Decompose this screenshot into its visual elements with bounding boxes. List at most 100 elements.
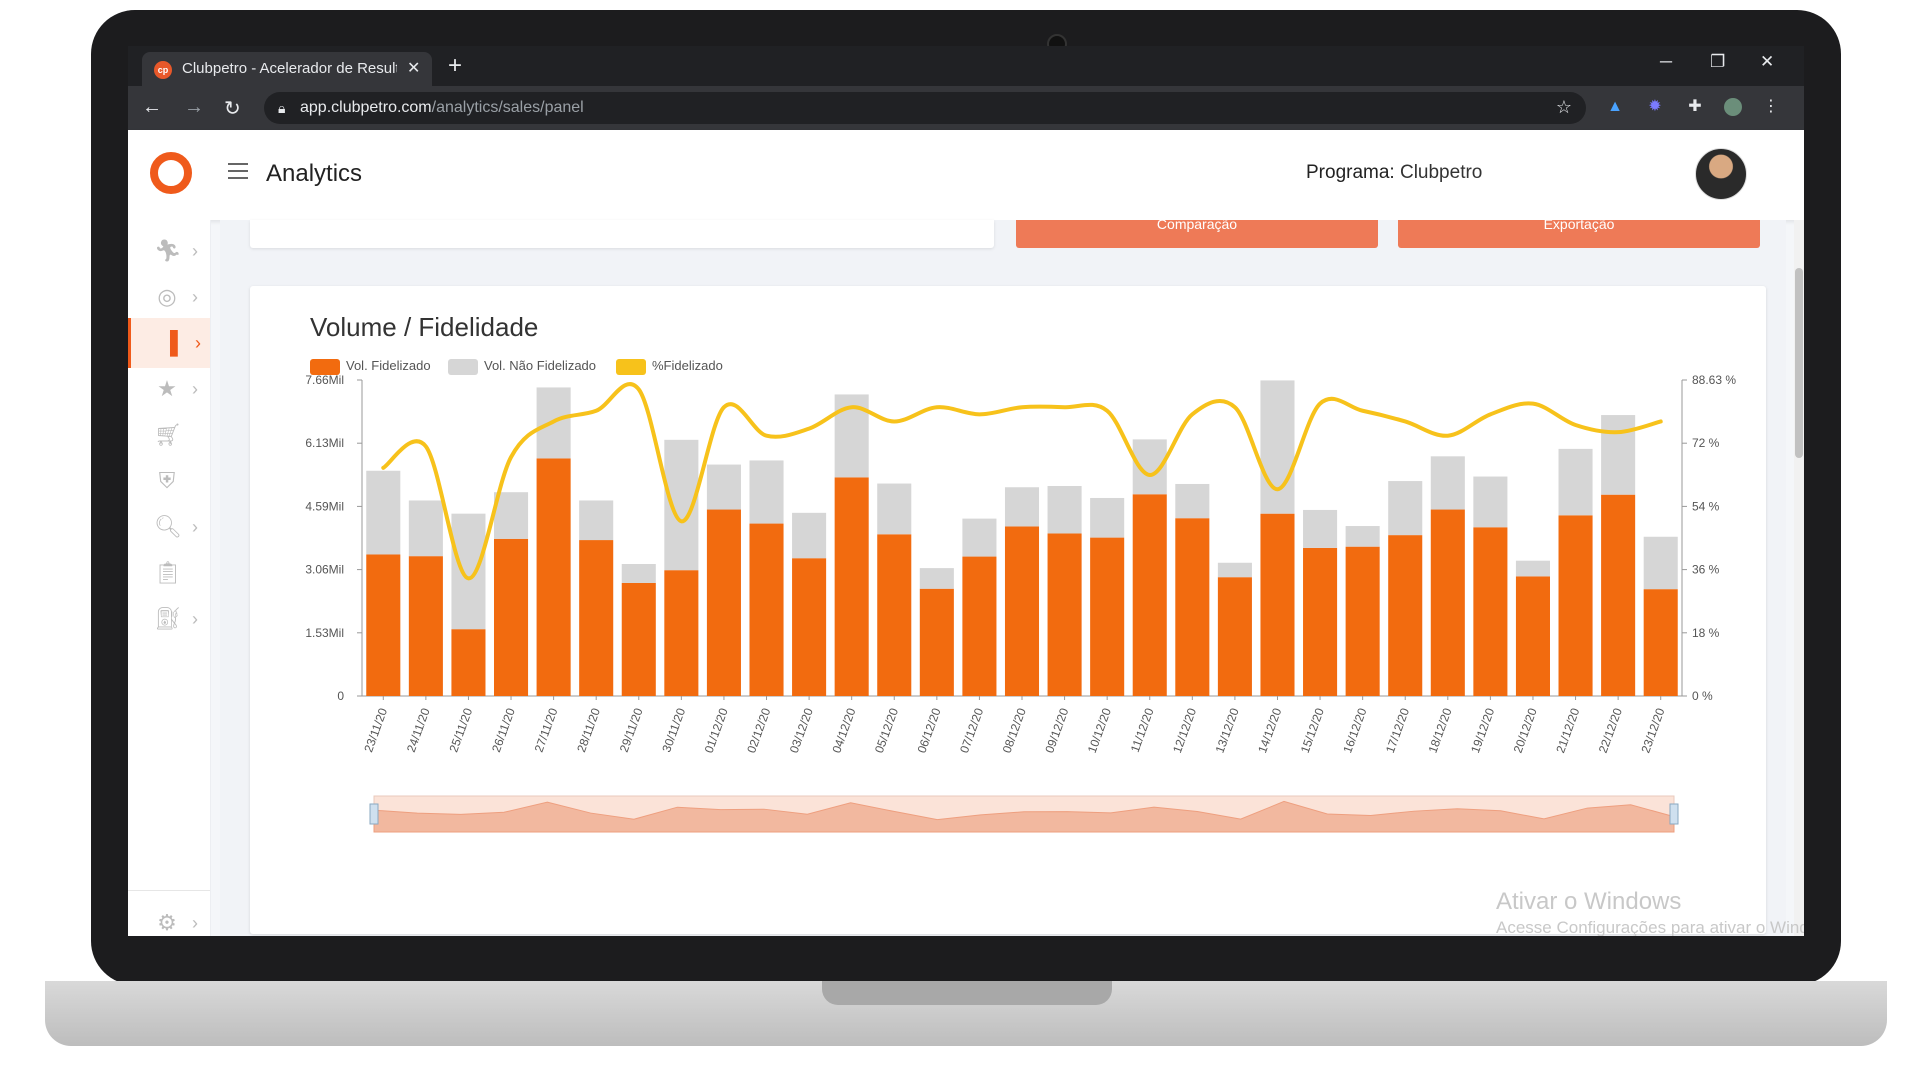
page-title: Analytics [266, 160, 363, 187]
cart-add-icon: 🛒︎ [154, 422, 182, 447]
bookmark-star-icon[interactable]: ☆ [1555, 97, 1572, 117]
x-tick-label: 15/12/20 [1298, 706, 1327, 755]
clubpetro-logo[interactable] [150, 152, 192, 194]
sidebar: 🏃︎ › ◎ › ▐ › ★ › 🛒︎ ⛨ 🔍︎ › 📋︎ ⛽︎ › ⚙ › [128, 220, 211, 936]
sidebar-item-engagement[interactable]: 🏃︎ › [128, 226, 210, 276]
legend-item-percent[interactable]: %Fidelizado [616, 358, 723, 375]
sidebar-item-loyalty[interactable]: ★ › [128, 364, 210, 414]
compare-button[interactable]: Comparação [1016, 220, 1378, 248]
extension-gear-icon[interactable]: ✹ [1648, 98, 1662, 115]
zoom-slider-preview [373, 800, 1675, 833]
x-tick-label: 08/12/20 [1000, 706, 1029, 755]
x-tick-label: 21/12/20 [1553, 706, 1582, 755]
legend-label: Vol. Não Fidelizado [484, 358, 597, 373]
close-window-icon[interactable]: ✕ [1760, 52, 1775, 71]
filter-card [250, 220, 994, 248]
close-tab-icon[interactable]: ✕ [407, 60, 421, 77]
bar-fidelizado [919, 588, 954, 696]
screen: cp Clubpetro - Acelerador de Result ✕ + … [128, 46, 1804, 936]
y-left-tick-label: 6.13Mil [305, 436, 344, 450]
chevron-right-icon: › [192, 241, 198, 261]
sidebar-item-reports[interactable]: 📋︎ [128, 548, 210, 598]
legend-label: Vol. Fidelizado [346, 358, 431, 373]
browser-tab[interactable]: cp Clubpetro - Acelerador de Result ✕ [142, 52, 432, 86]
sidebar-item-shop[interactable]: 🛒︎ [128, 410, 210, 460]
x-tick-label: 17/12/20 [1383, 706, 1412, 755]
minimize-icon[interactable]: ─ [1660, 52, 1673, 71]
extension-arrow-icon[interactable]: ▲ [1607, 98, 1623, 115]
restore-icon[interactable]: ❐ [1710, 52, 1726, 71]
zoom-handle-right[interactable] [1669, 803, 1679, 825]
bar-nao-fidelizado [1515, 560, 1550, 577]
x-tick-label: 06/12/20 [915, 706, 944, 755]
y-right-tick-label: 88.63 % [1692, 373, 1736, 387]
bar-nao-fidelizado [1217, 562, 1252, 578]
x-tick-label: 07/12/20 [957, 706, 986, 755]
chart-title: Volume / Fidelidade [310, 312, 539, 342]
sidebar-item-analytics[interactable]: ▐ › [128, 318, 210, 368]
bar-nao-fidelizado [451, 513, 486, 630]
chevron-right-icon: › [192, 287, 198, 307]
bar-nao-fidelizado [792, 512, 827, 559]
bar-fidelizado [1004, 526, 1040, 696]
sidebar-item-search[interactable]: 🔍︎ › [128, 502, 210, 552]
search-document-icon: 🔍︎ [154, 514, 182, 539]
x-tick-label: 22/12/20 [1596, 706, 1625, 755]
address-bar: ← → ↻ 🔒︎ app.clubpetro.com/analytics/sal… [128, 86, 1804, 130]
x-tick-label: 26/11/20 [489, 706, 518, 754]
url-text: app.clubpetro.com/analytics/sales/panel [300, 99, 584, 116]
y-right-tick-label: 54 % [1692, 499, 1720, 513]
sidebar-item-security[interactable]: ⛨ [128, 456, 210, 506]
bar-fidelizado [451, 629, 486, 696]
person-running-icon: 🏃︎ [154, 238, 182, 263]
bar-nao-fidelizado [1303, 509, 1338, 548]
y-right-tick-label: 0 % [1692, 689, 1713, 703]
bar-fidelizado [1303, 547, 1338, 696]
sidebar-item-settings[interactable]: ⚙ › [128, 898, 210, 936]
new-tab-icon[interactable]: + [448, 52, 463, 79]
x-tick-label: 05/12/20 [872, 706, 901, 755]
bar-fidelizado [621, 582, 656, 696]
chevron-right-icon: › [192, 379, 198, 399]
zoom-handle-left[interactable] [369, 803, 379, 825]
sidebar-item-fuel[interactable]: ⛽︎ › [128, 594, 210, 644]
bar-chart-icon: ▐ [162, 330, 178, 355]
y-left-tick-label: 0 [337, 689, 344, 703]
bar-nao-fidelizado [494, 492, 529, 539]
bar-nao-fidelizado [408, 500, 443, 557]
scrollbar-track[interactable] [1794, 220, 1804, 936]
bar-nao-fidelizado [1430, 456, 1465, 510]
bar-nao-fidelizado [1473, 476, 1508, 528]
extensions-puzzle-icon[interactable]: ✚ [1688, 98, 1702, 115]
y-right-tick-label: 36 % [1692, 563, 1720, 577]
profile-avatar-icon[interactable] [1724, 98, 1742, 116]
lock-icon: 🔒︎ [278, 100, 286, 116]
bar-nao-fidelizado [366, 470, 401, 555]
sidebar-item-campaigns[interactable]: ◎ › [128, 272, 210, 322]
forward-icon[interactable]: → [184, 96, 204, 118]
fuel-pump-icon: ⛽︎ [154, 606, 182, 631]
bar-nao-fidelizado [962, 518, 997, 557]
back-icon[interactable]: ← [142, 96, 162, 118]
program-label: Programa: [1306, 162, 1395, 183]
bar-nao-fidelizado [1643, 536, 1678, 590]
chevron-right-icon: › [195, 333, 201, 353]
chevron-right-icon: › [192, 517, 198, 537]
bar-fidelizado [1473, 527, 1508, 696]
reload-icon[interactable]: ↻ [224, 98, 241, 120]
url-input[interactable]: 🔒︎ app.clubpetro.com/analytics/sales/pan… [264, 92, 1586, 124]
legend-item-fidelizado[interactable]: Vol. Fidelizado [310, 358, 431, 375]
user-avatar[interactable] [1695, 148, 1747, 200]
hamburger-menu-icon[interactable] [228, 158, 248, 184]
export-button[interactable]: Exportação [1398, 220, 1760, 248]
volume-chart: 0 1.53Mil 3.06Mil 4.59Mil 6.13Mil 7.66Mil 0 % 1… [305, 373, 1736, 833]
app-header: Analytics Programa: Clubpetro [128, 130, 1804, 220]
x-tick-label: 29/11/20 [617, 706, 646, 754]
gear-icon: ⚙ [157, 910, 177, 935]
bar-fidelizado [962, 556, 997, 696]
bar-fidelizado [834, 477, 869, 696]
clipboard-icon: 📋︎ [154, 560, 182, 585]
legend-item-nao-fidelizado[interactable]: Vol. Não Fidelizado [448, 358, 596, 375]
browser-menu-icon[interactable]: ⋮ [1763, 98, 1779, 115]
scrollbar-thumb[interactable] [1795, 268, 1803, 458]
